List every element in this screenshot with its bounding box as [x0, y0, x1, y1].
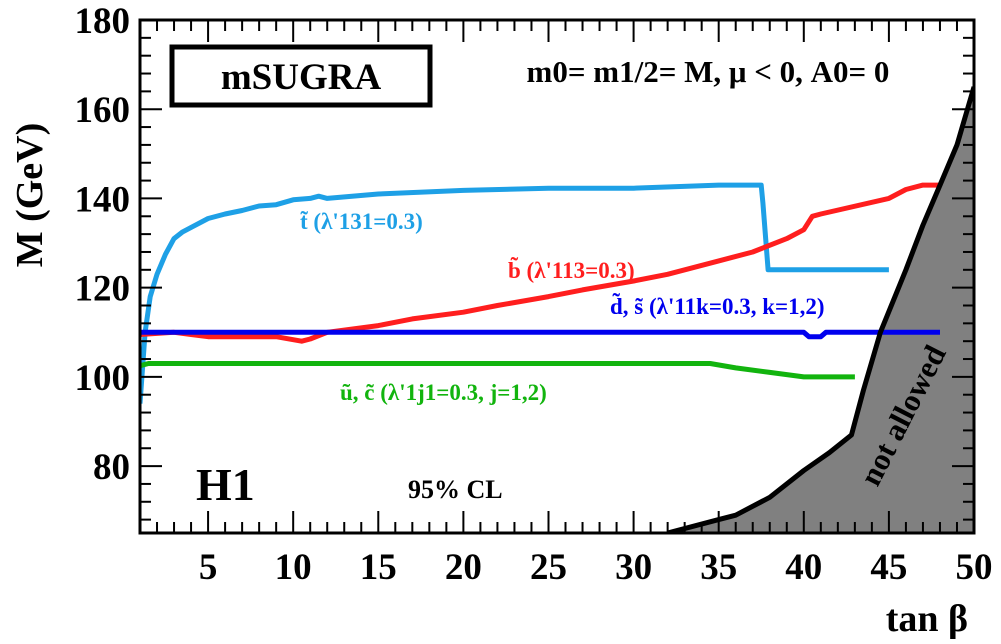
- x-tick-label: 45: [870, 547, 907, 588]
- x-tick-label: 20: [445, 547, 482, 588]
- x-tick-label: 35: [700, 547, 737, 588]
- msugra-label: mSUGRA: [221, 57, 382, 98]
- x-axis-title: tan β: [886, 598, 968, 640]
- series-line-0: [140, 182, 889, 404]
- y-tick-label: 140: [75, 179, 131, 220]
- plot-frame: [138, 18, 976, 535]
- model-parameters: m0= m1/2= M, μ < 0, A0= 0: [527, 54, 890, 89]
- x-tick-label: 50: [956, 547, 993, 588]
- x-tick-label: 10: [275, 547, 312, 588]
- confidence-level-label: 95% CL: [408, 475, 503, 504]
- y-tick-label: 180: [75, 1, 131, 42]
- y-tick-label: 100: [75, 358, 131, 399]
- x-tick-label: 15: [360, 547, 397, 588]
- excluded-region-boundary: [666, 86, 974, 533]
- series-label-sbottom: b̃ (λ'113=0.3): [508, 258, 635, 283]
- series-line-1: [140, 182, 940, 344]
- series-label-down-strange: d̃, s̃ (λ'11k=0.3, k=1,2): [610, 294, 825, 319]
- series-line-2: [140, 329, 940, 340]
- x-tick-label: 40: [785, 547, 822, 588]
- experiment-label: H1: [196, 459, 255, 510]
- series-line-3: [140, 361, 855, 380]
- y-tick-label: 160: [75, 90, 131, 131]
- x-tick-label: 5: [199, 547, 218, 588]
- series-label-stop: t̃ (λ'131=0.3): [300, 209, 423, 234]
- y-tick-label: 80: [93, 447, 130, 488]
- x-tick-label: 25: [530, 547, 567, 588]
- msugra-box: [169, 44, 433, 108]
- series-label-up-charm: ũ, c̃ (λ'1j1=0.3, j=1,2): [340, 380, 547, 405]
- excluded-region: [667, 86, 974, 533]
- x-tick-label: 30: [615, 547, 652, 588]
- y-tick-label: 120: [75, 269, 131, 310]
- y-axis-title: M (GeV): [9, 123, 51, 268]
